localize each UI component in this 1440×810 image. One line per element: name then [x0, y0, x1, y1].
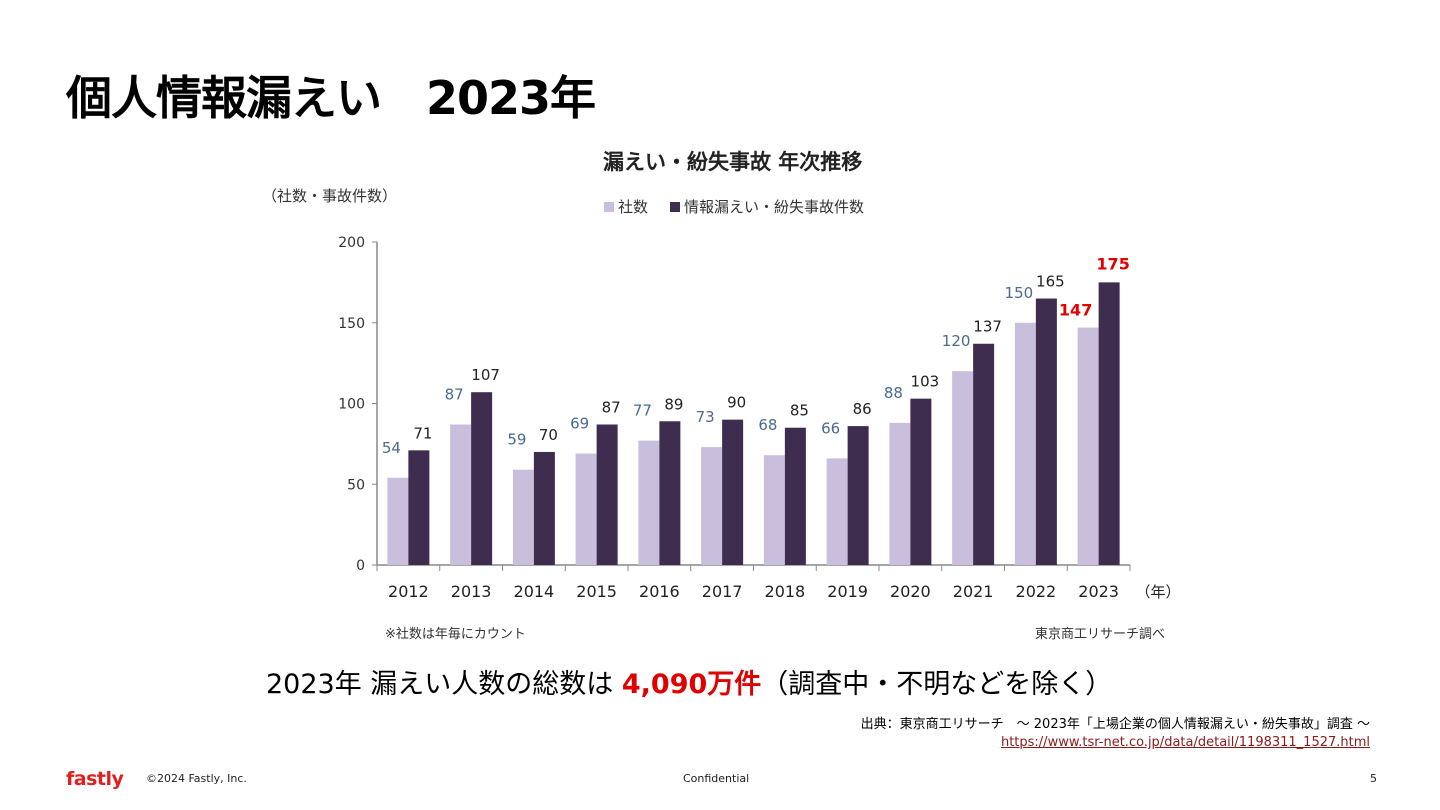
- data-label-companies: 120: [942, 332, 971, 350]
- summary-highlight: 4,090万件: [621, 669, 762, 700]
- bar-companies: [575, 453, 597, 565]
- fastly-logo: fastly: [66, 768, 124, 790]
- bar-incidents: [471, 392, 493, 565]
- bar-incidents: [910, 398, 932, 565]
- bar-incidents: [973, 343, 995, 565]
- source-link[interactable]: https://www.tsr-net.co.jp/data/detail/11…: [1000, 735, 1370, 750]
- x-tick-label: 2016: [639, 582, 680, 601]
- bar-companies: [638, 440, 660, 565]
- bar-companies: [889, 422, 911, 565]
- data-label-companies: 54: [382, 439, 401, 457]
- data-label-incidents: 107: [471, 366, 500, 384]
- x-tick-label: 2023: [1078, 582, 1119, 601]
- page-number: 5: [1370, 772, 1377, 785]
- bar-incidents: [1035, 298, 1057, 565]
- data-label-incidents: 89: [664, 395, 683, 413]
- x-axis-unit-label: （年）: [1135, 583, 1180, 601]
- y-tick-label: 0: [356, 558, 365, 574]
- slide-title: 個人情報漏えい 2023年: [66, 71, 596, 125]
- bar-incidents: [1098, 282, 1120, 565]
- data-label-incidents: 90: [727, 394, 746, 412]
- bar-incidents: [408, 450, 430, 565]
- data-label-companies: 147: [1059, 301, 1092, 320]
- y-tick-label: 100: [338, 397, 365, 413]
- legend-label-companies: 社数: [618, 198, 649, 216]
- data-label-companies: 59: [507, 431, 526, 449]
- y-tick-label: 200: [338, 235, 365, 251]
- chart-note: ※社数は年毎にカウント: [385, 627, 526, 642]
- bar-companies: [826, 458, 848, 565]
- data-label-companies: 77: [633, 402, 652, 420]
- source-citation: 出典：東京商工リサーチ ～ 2023年「上場企業の個人情報漏えい・紛失事故」調査…: [860, 717, 1370, 732]
- x-tick-label: 2012: [388, 582, 429, 601]
- x-tick-label: 2021: [953, 582, 994, 601]
- summary-prefix: 2023年 漏えい人数の総数は: [266, 669, 622, 700]
- x-tick-label: 2014: [514, 582, 555, 601]
- legend-label-incidents: 情報漏えい・紛失事故件数: [684, 198, 865, 216]
- bar-companies: [952, 371, 974, 565]
- data-label-companies: 68: [758, 416, 777, 434]
- data-label-incidents: 85: [790, 402, 809, 420]
- data-label-incidents: 71: [413, 424, 432, 442]
- data-label-companies: 69: [570, 415, 589, 433]
- bar-companies: [701, 447, 723, 565]
- legend-item-incidents: 情報漏えい・紛失事故件数: [670, 196, 864, 217]
- x-tick-label: 2022: [1016, 582, 1057, 601]
- data-label-incidents: 103: [911, 373, 940, 391]
- x-tick-label: 2018: [765, 582, 806, 601]
- bar-companies: [512, 469, 534, 565]
- bar-incidents: [722, 419, 744, 565]
- footer-copyright: ©2024 Fastly, Inc.: [146, 772, 247, 785]
- data-label-incidents: 87: [602, 398, 621, 416]
- x-tick-label: 2020: [890, 582, 931, 601]
- bar-incidents: [847, 426, 869, 565]
- x-tick-label: 2019: [827, 582, 868, 601]
- bar-incidents: [659, 421, 681, 565]
- legend-swatch-companies: [604, 201, 614, 212]
- y-tick-label: 50: [347, 477, 365, 493]
- x-tick-label: 2013: [451, 582, 492, 601]
- data-label-companies: 150: [1005, 284, 1034, 302]
- y-axis-unit-label: （社数・事故件数）: [262, 187, 398, 205]
- data-label-companies: 73: [696, 408, 715, 426]
- data-label-incidents: 86: [853, 400, 872, 418]
- summary-statement: 2023年 漏えい人数の総数は 4,090万件（調査中・不明などを除く）: [266, 662, 1112, 701]
- bar-companies: [450, 424, 472, 565]
- chart-legend: 社数 情報漏えい・紛失事故件数: [604, 196, 864, 217]
- bar-companies: [763, 455, 785, 565]
- bar-incidents: [596, 424, 618, 565]
- x-tick-label: 2017: [702, 582, 743, 601]
- chart-credit: 東京商工リサーチ調べ: [1035, 627, 1166, 642]
- data-label-incidents: 175: [1096, 254, 1129, 273]
- bar-incidents: [784, 427, 806, 565]
- chart-title: 漏えい・紛失事故 年次推移: [603, 150, 863, 174]
- bar-companies: [1014, 322, 1036, 565]
- summary-suffix: （調査中・不明などを除く）: [761, 669, 1113, 700]
- bar-incidents: [533, 451, 555, 565]
- data-label-companies: 88: [884, 384, 903, 402]
- x-tick-label: 2015: [576, 582, 617, 601]
- data-label-incidents: 165: [1036, 273, 1065, 291]
- y-tick-label: 150: [338, 316, 365, 332]
- footer-confidential: Confidential: [683, 772, 750, 785]
- data-label-companies: 66: [821, 419, 840, 437]
- data-label-incidents: 70: [539, 426, 558, 444]
- data-label-incidents: 137: [973, 318, 1002, 336]
- legend-swatch-incidents: [670, 201, 681, 212]
- legend-item-companies: 社数: [604, 196, 648, 217]
- bar-companies: [387, 477, 409, 565]
- bar-companies: [1077, 327, 1099, 565]
- data-label-companies: 87: [445, 385, 464, 403]
